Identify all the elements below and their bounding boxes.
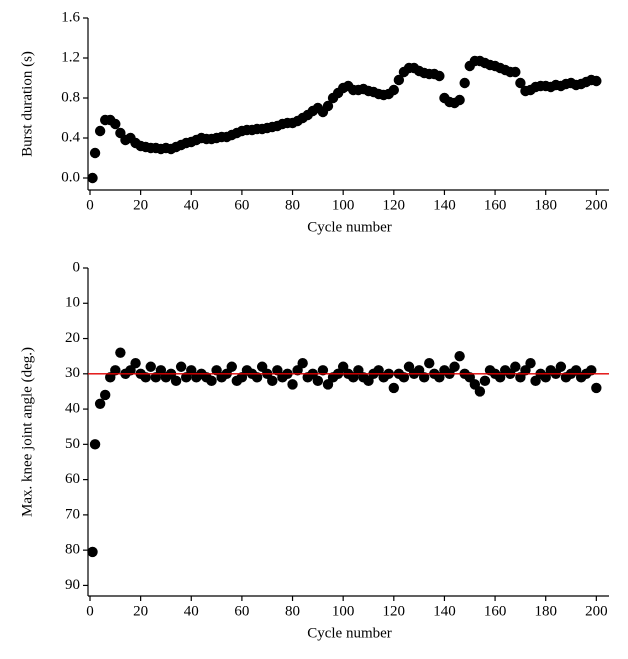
point (510, 66, 521, 78)
point (393, 74, 405, 86)
point (175, 361, 187, 372)
point (388, 382, 400, 394)
y-tick-label: 0.0 (61, 169, 80, 185)
x-tick-label: 20 (133, 197, 148, 213)
x-axis-title: Cycle number (307, 219, 392, 235)
point (515, 77, 526, 89)
point (591, 382, 602, 394)
point (87, 172, 98, 184)
x-tick-label: 180 (534, 603, 557, 619)
x-tick-label: 100 (332, 197, 355, 213)
x-tick-label: 140 (433, 197, 456, 213)
point (322, 100, 334, 112)
x-tick-label: 0 (86, 197, 94, 213)
point (94, 398, 106, 409)
point (89, 147, 101, 159)
x-tick-label: 140 (433, 603, 456, 619)
x-tick-label: 200 (585, 197, 608, 213)
point (510, 361, 521, 372)
x-tick-label: 120 (383, 197, 406, 213)
point (398, 372, 410, 383)
y-tick-label: 50 (65, 436, 80, 452)
point (418, 372, 430, 383)
x-tick-label: 60 (234, 603, 249, 619)
point (251, 372, 263, 383)
x-tick-label: 100 (332, 603, 355, 619)
y-tick-label: 1.2 (61, 49, 80, 65)
point (591, 75, 602, 87)
point (206, 375, 217, 387)
point (525, 358, 536, 369)
x-tick-label: 200 (585, 603, 608, 619)
y-tick-label: 20 (65, 330, 80, 346)
y-tick-label: 90 (65, 577, 80, 593)
point (555, 361, 567, 372)
x-tick-label: 160 (484, 603, 507, 619)
point (99, 389, 111, 401)
point (130, 358, 141, 369)
point (140, 372, 151, 383)
point (287, 379, 298, 390)
x-tick-label: 120 (383, 603, 406, 619)
point (170, 375, 182, 387)
x-tick-label: 20 (133, 603, 148, 619)
x-tick-label: 160 (484, 197, 507, 213)
point (424, 358, 435, 369)
x-tick-label: 40 (184, 197, 199, 213)
x-tick-label: 180 (534, 197, 557, 213)
point (89, 439, 101, 450)
y-tick-label: 80 (65, 542, 80, 558)
point (388, 84, 400, 96)
point (115, 347, 126, 358)
x-tick-label: 40 (184, 603, 199, 619)
point (267, 375, 278, 387)
point (94, 125, 106, 137)
point (312, 375, 324, 387)
point (454, 94, 465, 106)
x-tick-label: 80 (285, 197, 300, 213)
point (454, 350, 465, 362)
point (145, 361, 156, 372)
point (110, 365, 121, 376)
y-tick-label: 10 (65, 295, 80, 311)
point (87, 546, 98, 558)
x-tick-label: 60 (234, 197, 249, 213)
point (110, 118, 121, 130)
x-tick-label: 80 (285, 603, 300, 619)
y-tick-label: 1.6 (61, 9, 80, 25)
y-tick-label: 0.4 (61, 129, 80, 145)
y-tick-label: 40 (65, 401, 80, 417)
point (317, 365, 329, 376)
x-tick-label: 0 (86, 603, 94, 619)
y-axis-title: Max. knee joint angle (deg.) (19, 347, 35, 517)
point (226, 361, 237, 372)
point (459, 77, 470, 89)
point (449, 361, 460, 372)
point (297, 358, 308, 369)
y-tick-label: 60 (65, 471, 80, 487)
y-tick-label: 30 (65, 365, 80, 381)
x-axis-title: Cycle number (307, 625, 392, 641)
point (474, 386, 486, 397)
point (479, 375, 491, 387)
y-tick-label: 0.8 (61, 89, 80, 105)
y-axis-title: Burst duration (s) (19, 51, 35, 157)
point (586, 365, 597, 376)
point (434, 70, 445, 82)
y-tick-label: 0 (73, 259, 81, 275)
y-tick-label: 70 (65, 506, 80, 522)
